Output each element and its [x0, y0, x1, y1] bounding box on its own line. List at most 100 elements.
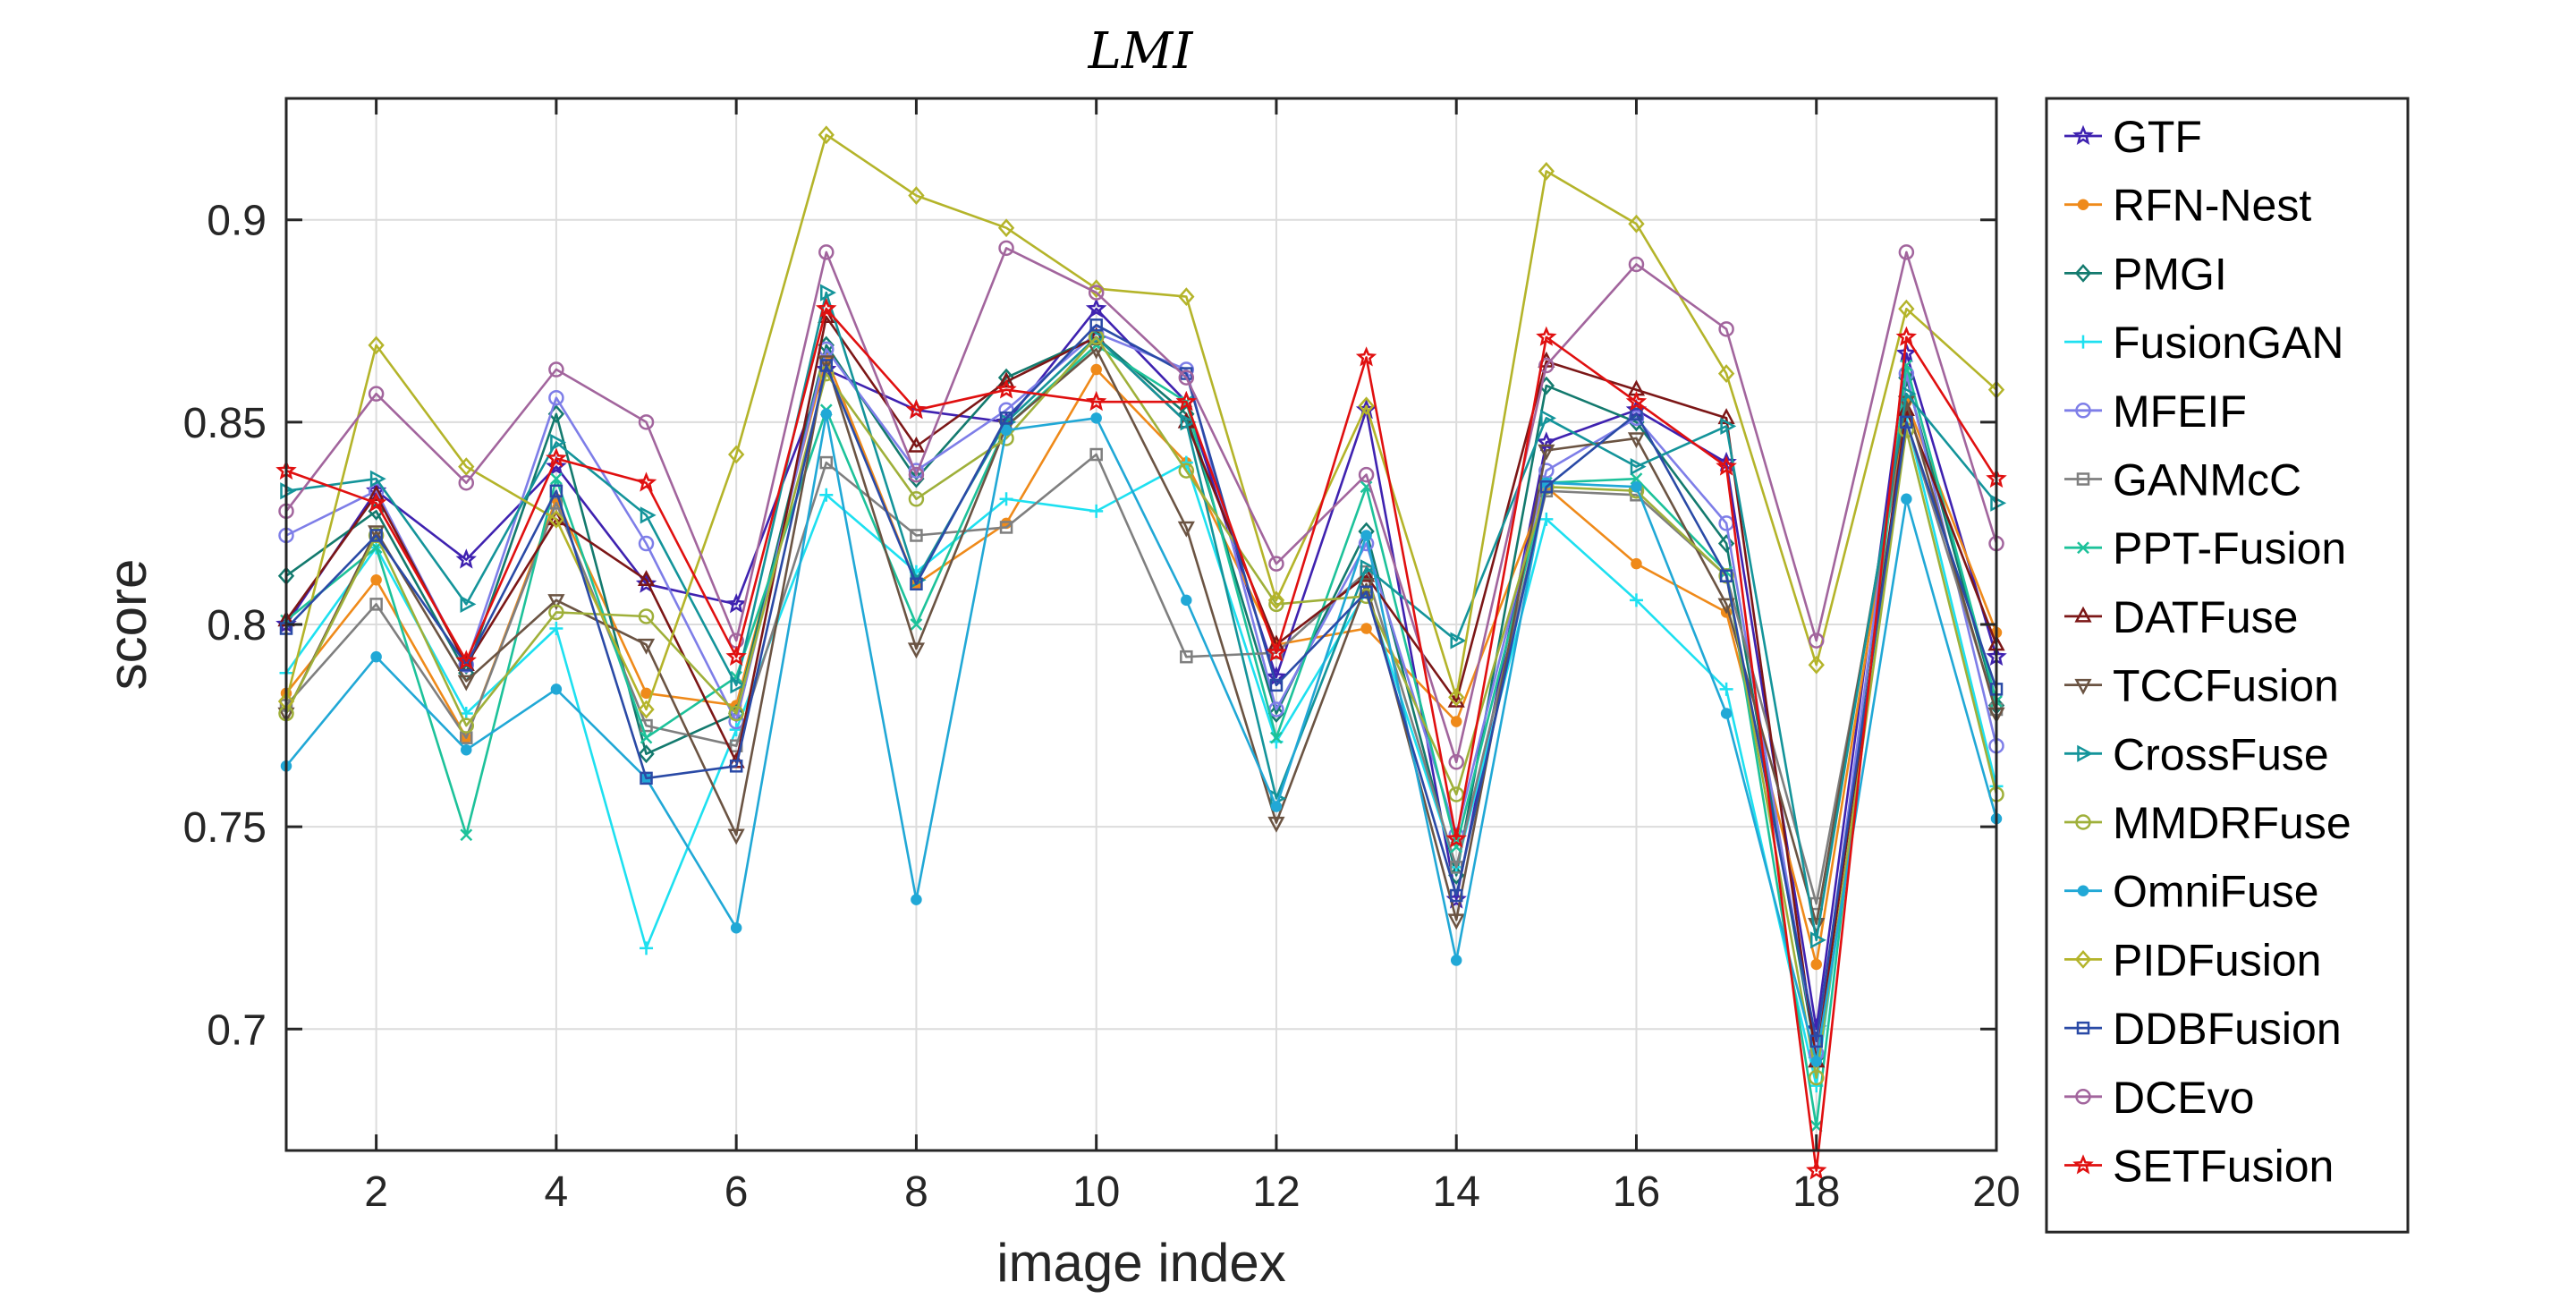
data-point [725, 645, 747, 666]
data-point [1901, 493, 1912, 505]
chart-title: LMI [1088, 22, 1195, 81]
data-point [1808, 655, 1825, 675]
legend-label: DATFuse [2113, 592, 2298, 642]
data-point [1270, 801, 1283, 812]
legend-label: TCCFusion [2113, 661, 2339, 711]
data-point [1538, 162, 1555, 181]
data-point [640, 771, 653, 785]
data-point [1719, 569, 1733, 582]
data-point [368, 525, 386, 542]
data-point [910, 529, 923, 542]
data-point [1266, 641, 1287, 662]
data-point [1717, 598, 1735, 615]
legend-label: RFN-Nest [2113, 181, 2311, 231]
legend-marker [2075, 403, 2091, 419]
series-line [285, 307, 1998, 1172]
data-point [911, 894, 922, 905]
data-point [1360, 623, 1372, 634]
data-point [818, 244, 835, 260]
data-point [908, 186, 925, 205]
data-point [1448, 754, 1464, 770]
legend-marker [2072, 1154, 2094, 1175]
data-point [547, 594, 565, 611]
series-line [284, 335, 1998, 1079]
data-point [1180, 413, 1197, 431]
data-point [458, 474, 475, 491]
data-point [640, 506, 657, 524]
data-point [455, 548, 477, 569]
data-point [1358, 396, 1375, 416]
data-point [818, 125, 835, 145]
x-tick-label: 10 [1072, 1168, 1120, 1216]
data-point [910, 618, 923, 631]
legend-label: GTF [2113, 112, 2202, 162]
data-point [638, 700, 655, 719]
data-point [730, 921, 742, 934]
data-point [1267, 816, 1285, 833]
data-point [1450, 716, 1462, 727]
legend-label: SETFusion [2113, 1142, 2334, 1192]
axis-ticks: 2 4 6 8 10 12 14 16 18 20 0.7 0.75 0.8 0.85 0.9 [183, 98, 2021, 1216]
data-point [1631, 557, 1642, 570]
data-point [548, 389, 564, 406]
data-point [1448, 786, 1464, 802]
series-line [285, 344, 1998, 1128]
data-point [818, 355, 835, 372]
legend-marker [2077, 744, 2094, 762]
legend-item: PIDFusion [2064, 935, 2321, 985]
series-ddbfusion [279, 318, 2004, 1049]
legend-marker [2074, 606, 2092, 623]
data-point [907, 436, 926, 453]
data-point [549, 622, 564, 636]
legend-label: MMDRFuse [2113, 798, 2351, 848]
series-line [284, 307, 1998, 1031]
data-point [1809, 1034, 1823, 1049]
data-point [1810, 1056, 1822, 1067]
data-point [369, 470, 386, 488]
legend-item: RFN-Nest [2064, 181, 2311, 231]
data-point [1450, 955, 1462, 966]
x-tick-label: 20 [1972, 1168, 2020, 1216]
data-point [1449, 888, 1463, 903]
y-tick-label: 0.7 [207, 1006, 267, 1054]
data-point [819, 455, 834, 470]
data-point [1175, 390, 1198, 412]
data-point [908, 491, 925, 507]
data-point [549, 484, 564, 497]
data-point [907, 642, 926, 659]
data-point [1089, 447, 1103, 462]
legend-label: DDBFusion [2113, 1004, 2342, 1054]
data-point [997, 371, 1015, 388]
data-point [369, 529, 383, 542]
series-setfusion [275, 297, 2007, 1180]
data-point [1717, 364, 1735, 383]
series-pidfusion [277, 125, 2005, 719]
data-point [1900, 415, 1913, 429]
data-point [1719, 682, 1733, 696]
data-point [640, 731, 653, 744]
y-tick-label: 0.9 [207, 198, 267, 245]
legend-item: CrossFuse [2064, 729, 2329, 779]
legend-label: DCEvo [2113, 1073, 2254, 1123]
grid-lines [286, 98, 1997, 1150]
series-line [284, 133, 1997, 711]
series-dcevo [278, 240, 2004, 770]
legend-marker [2074, 678, 2092, 695]
data-point [910, 577, 923, 591]
data-point [1269, 678, 1284, 692]
series-omnifuse [280, 408, 2003, 1067]
data-point [728, 705, 744, 722]
data-point [1895, 326, 1918, 346]
data-point [999, 521, 1013, 534]
data-point [1629, 593, 1643, 607]
data-point [1085, 297, 1107, 318]
data-point [1898, 244, 1915, 260]
data-point [370, 573, 382, 586]
x-tick-label: 18 [1792, 1168, 1840, 1216]
data-point [637, 638, 656, 655]
legend-item: PPT-Fusion [2064, 523, 2346, 573]
data-point [1178, 463, 1195, 479]
series-line [285, 323, 1998, 1043]
data-point [1089, 318, 1103, 332]
